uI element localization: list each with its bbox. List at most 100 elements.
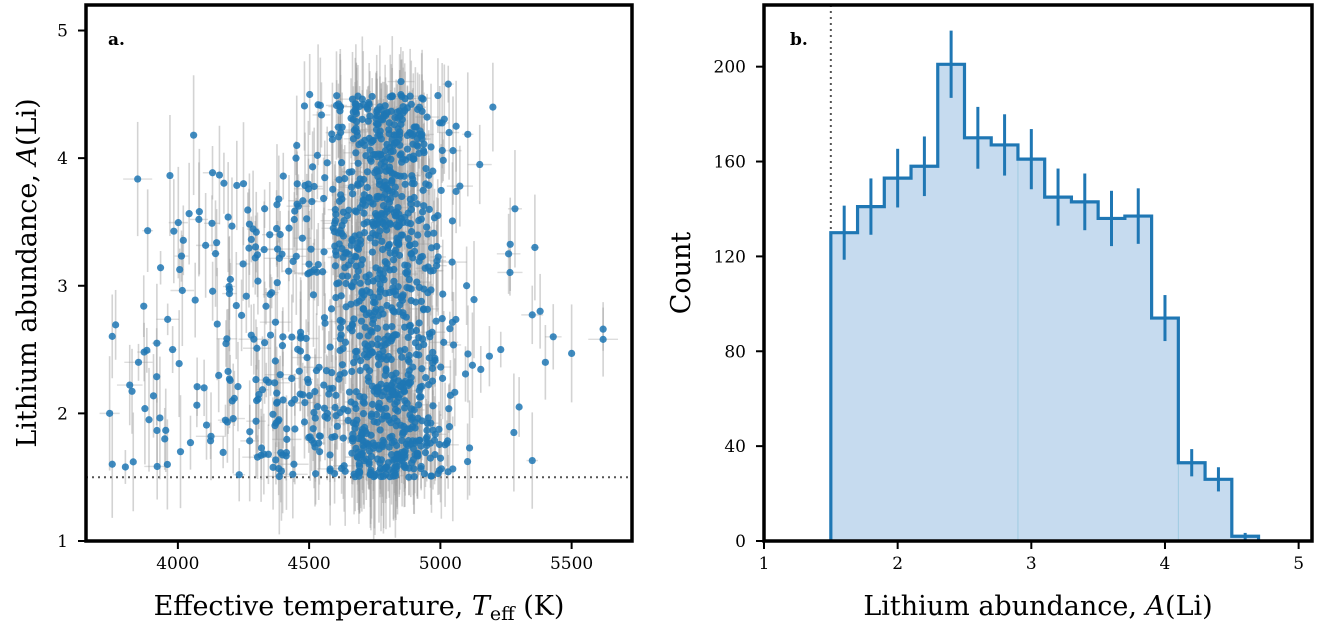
data-point [367, 138, 375, 147]
data-point [331, 206, 339, 214]
data-point [332, 391, 340, 399]
data-point [413, 449, 422, 457]
data-point [383, 207, 391, 216]
data-point [406, 411, 414, 419]
data-point [303, 354, 311, 362]
data-point [376, 127, 384, 135]
data-point [419, 95, 427, 103]
data-point [345, 388, 354, 396]
data-point [176, 265, 184, 274]
data-point [349, 437, 357, 445]
data-point [275, 464, 283, 473]
data-point [375, 180, 384, 189]
data-point [382, 365, 390, 373]
data-point [368, 248, 377, 256]
data-point [153, 339, 161, 347]
data-point [279, 396, 287, 404]
data-point [365, 460, 373, 468]
data-point [599, 325, 607, 333]
data-point [364, 117, 372, 125]
data-point [239, 260, 247, 268]
data-point [395, 239, 403, 248]
data-point [275, 472, 283, 481]
data-point [364, 342, 372, 350]
data-point [326, 465, 334, 473]
data-point [347, 183, 356, 191]
data-point [423, 223, 431, 231]
data-point [112, 321, 120, 329]
panel-a-y-axis-label: Lithium abundance, A(Li) [12, 98, 43, 447]
data-point [320, 404, 328, 412]
data-point [422, 165, 430, 173]
data-point [443, 437, 452, 445]
data-point [383, 259, 391, 268]
panel-b-errorbars [842, 30, 1247, 540]
data-point [320, 314, 329, 322]
data-point [266, 290, 274, 299]
data-point [505, 250, 513, 258]
data-point [306, 90, 314, 99]
data-point [303, 215, 311, 223]
data-point [368, 218, 377, 226]
data-point [385, 443, 393, 451]
data-point [273, 279, 281, 287]
data-point [404, 209, 412, 217]
data-point [304, 185, 313, 193]
data-point [176, 448, 185, 456]
data-point [528, 456, 536, 465]
data-point [208, 169, 217, 177]
data-point [549, 333, 557, 341]
data-point [215, 171, 224, 179]
data-point [438, 314, 446, 323]
panel-a-scatter: 4000 4500 5000 5500 1 2 3 4 5 a. Effective temp… [12, 3, 634, 623]
data-point [383, 412, 391, 420]
data-point [149, 392, 158, 400]
data-point [374, 335, 382, 343]
data-point [381, 371, 389, 380]
data-point [269, 463, 277, 471]
data-point [339, 434, 347, 442]
data-point [341, 263, 349, 272]
data-point [352, 208, 361, 216]
data-point [406, 92, 414, 100]
data-point [353, 347, 361, 355]
data-point [470, 296, 478, 304]
data-point [506, 240, 514, 248]
data-point [386, 473, 394, 481]
data-point [305, 260, 313, 268]
data-point [153, 373, 161, 381]
y-tick-label: 40 [724, 437, 746, 457]
data-point [215, 371, 223, 379]
data-point [244, 206, 252, 214]
data-point [418, 382, 426, 390]
data-point [195, 215, 203, 223]
data-point [373, 192, 381, 201]
data-point [410, 406, 418, 414]
data-point [234, 383, 242, 391]
data-point [398, 353, 406, 361]
data-point [316, 432, 324, 440]
data-point [407, 200, 415, 208]
data-point [162, 426, 170, 434]
data-point [356, 279, 364, 287]
data-point [355, 469, 364, 477]
data-point [246, 437, 254, 445]
data-point [436, 454, 445, 462]
data-point [225, 282, 233, 291]
data-point [448, 318, 457, 326]
data-point [373, 390, 381, 398]
data-point [463, 282, 471, 290]
x-tick-label: 5000 [419, 554, 462, 574]
data-point [334, 133, 343, 141]
data-point [373, 120, 381, 129]
data-point [399, 103, 407, 111]
data-point [412, 350, 420, 359]
data-point [383, 195, 391, 203]
data-point [422, 374, 430, 382]
data-point [266, 231, 274, 239]
data-point [430, 229, 438, 237]
data-point [420, 285, 428, 293]
x-tick-label: 2 [892, 554, 903, 574]
data-point [389, 307, 397, 315]
data-point [437, 186, 445, 195]
